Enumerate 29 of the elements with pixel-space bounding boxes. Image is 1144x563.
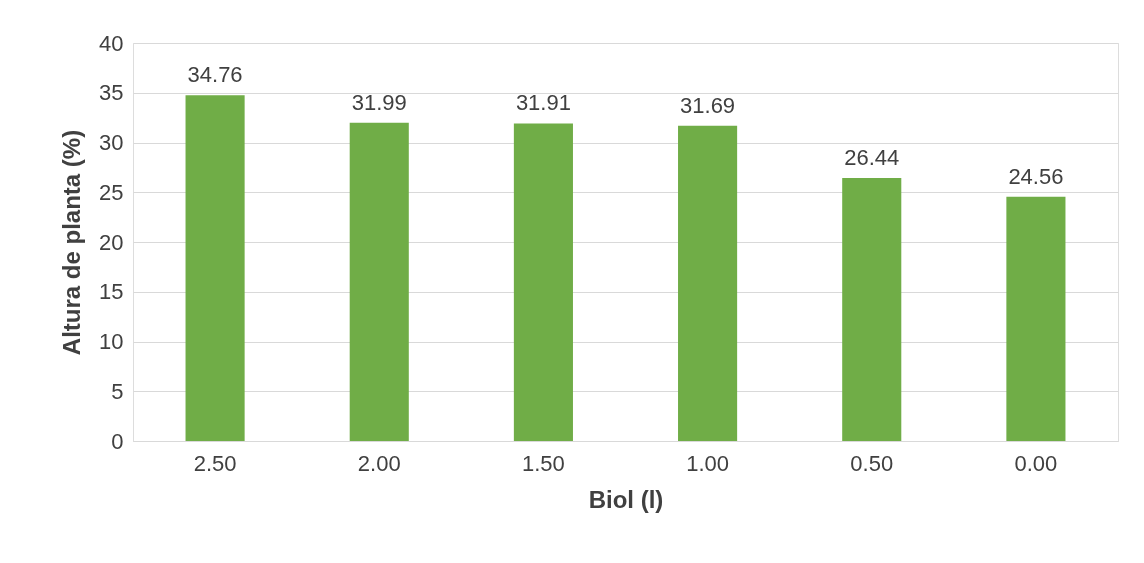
y-tick-label: 25 — [99, 179, 124, 205]
data-label: 31.91 — [515, 90, 571, 116]
x-tick-label: 0.50 — [850, 450, 894, 476]
bar — [1006, 196, 1066, 441]
data-label: 24.56 — [1008, 163, 1064, 189]
y-tick-label: 10 — [99, 329, 124, 354]
y-tick-label: 15 — [99, 279, 124, 305]
x-tick-label: 2.50 — [193, 450, 237, 476]
bar — [513, 123, 573, 441]
x-tick-label: 0.00 — [1014, 450, 1058, 476]
data-label: 26.44 — [844, 144, 900, 170]
data-label: 34.76 — [187, 62, 243, 88]
data-label: 31.69 — [680, 92, 736, 118]
data-label: 31.99 — [351, 89, 407, 115]
y-tick-label: 30 — [99, 130, 124, 155]
x-axis-title: Biol (l) — [588, 485, 664, 513]
x-tick-label: 1.00 — [686, 450, 729, 476]
bar — [185, 95, 245, 441]
y-tick-label: 35 — [99, 80, 124, 106]
y-axis-title: Altura de planta (%) — [58, 129, 86, 356]
x-tick-label: 1.50 — [522, 450, 565, 476]
y-tick-label: 5 — [111, 378, 124, 404]
x-tick-label: 2.00 — [357, 450, 401, 476]
bar — [678, 125, 738, 441]
y-tick-label: 40 — [99, 30, 124, 56]
bar — [349, 122, 409, 441]
y-tick-label: 0 — [111, 428, 124, 454]
bar — [842, 177, 902, 441]
y-tick-label: 20 — [99, 229, 124, 255]
